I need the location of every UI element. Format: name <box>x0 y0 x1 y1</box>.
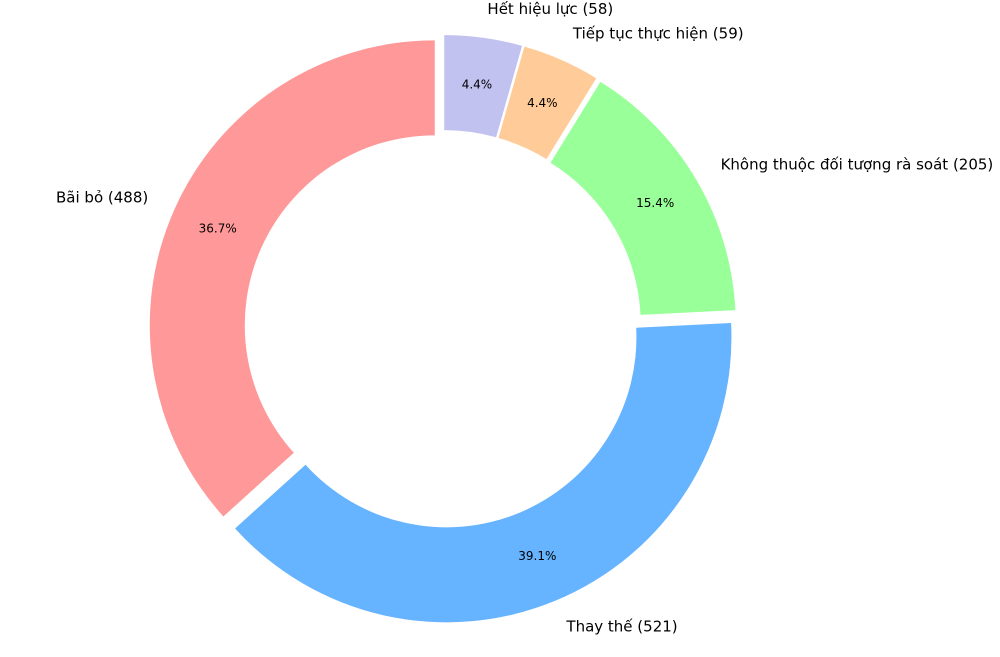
slice-label: Không thuộc đối tượng rà soát (205) <box>721 155 994 173</box>
slice-label: Tiếp tục thực hiện (59) <box>572 24 744 42</box>
donut-slice <box>498 46 597 160</box>
slice-label: Bãi bỏ (488) <box>56 189 148 207</box>
percent-label: 4.4% <box>462 77 493 91</box>
donut-slice <box>444 35 523 138</box>
slice-label: Thay thế (521) <box>565 617 677 635</box>
percent-label: 15.4% <box>636 196 674 210</box>
slice-label: Hết hiệu lực (58) <box>487 0 613 18</box>
percent-label: 36.7% <box>199 221 237 235</box>
percent-label: 39.1% <box>518 549 556 563</box>
percent-label: 4.4% <box>527 96 558 110</box>
donut-slice <box>235 322 732 623</box>
donut-slice <box>149 40 435 517</box>
donut-slice <box>550 81 736 315</box>
